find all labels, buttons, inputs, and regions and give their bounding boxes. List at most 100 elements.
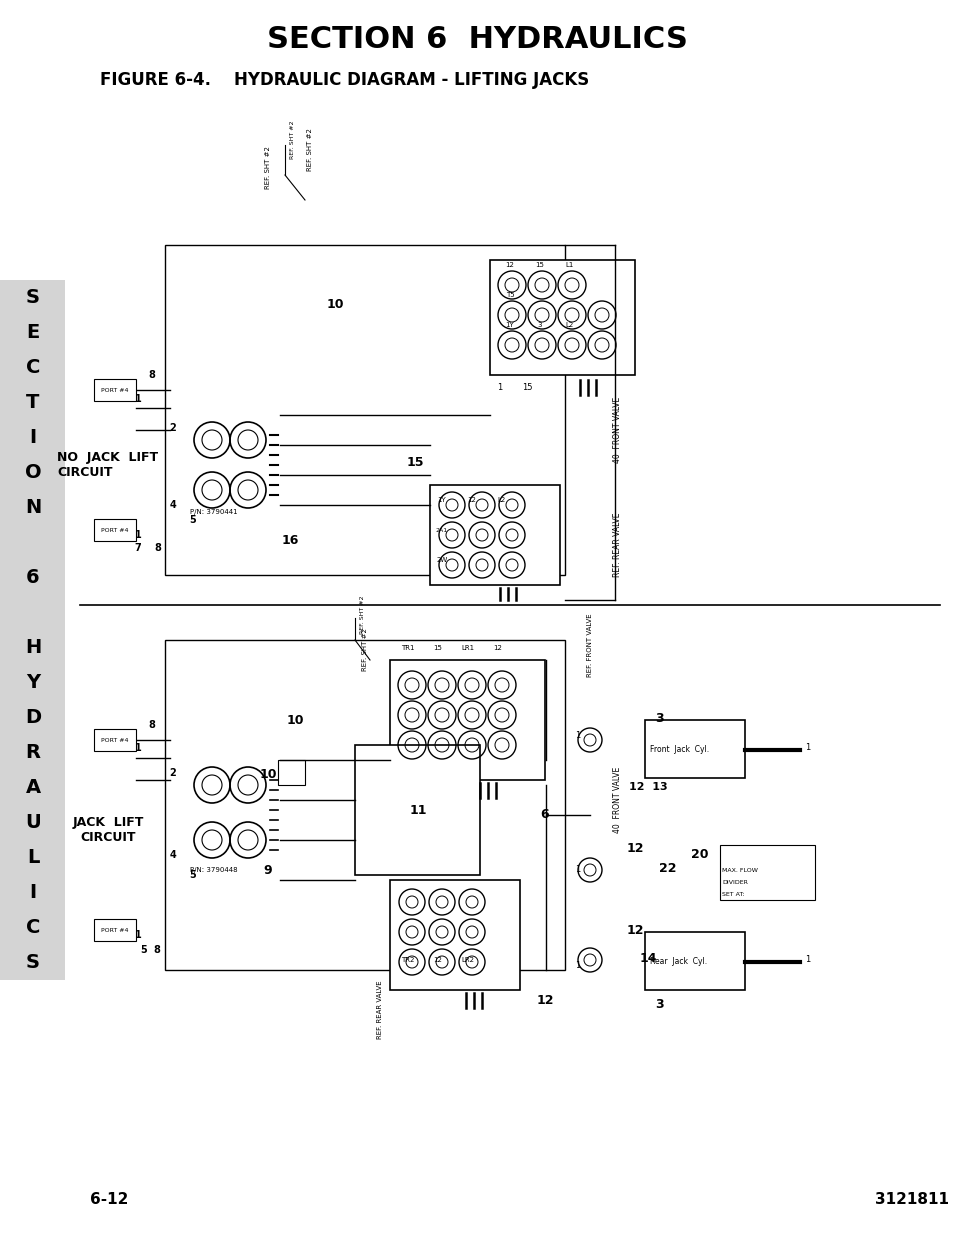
Text: 12: 12 [625,841,643,855]
Text: 40  FRONT VALVE: 40 FRONT VALVE [613,396,622,463]
Text: 1: 1 [575,961,580,969]
Bar [94,519,136,541]
Text: REF. SHT #2: REF. SHT #2 [307,128,313,172]
Text: LR1: LR1 [461,645,474,651]
Text: 6: 6 [26,568,40,587]
Text: 2: 2 [170,424,176,433]
Text: 20: 20 [691,848,708,862]
Text: 16: 16 [281,534,298,547]
Text: 1: 1 [575,730,580,740]
Bar [355,745,479,876]
Text: 3121811: 3121811 [874,1193,948,1208]
Text: 11: 11 [409,804,426,816]
Text: 15: 15 [535,262,544,268]
Text: I: I [30,883,36,902]
Text: 12: 12 [536,993,553,1007]
Text: 12: 12 [433,957,442,963]
Text: FIGURE 6-4.    HYDRAULIC DIAGRAM - LIFTING JACKS: FIGURE 6-4. HYDRAULIC DIAGRAM - LIFTING … [100,70,589,89]
Text: 2W: 2W [436,557,447,563]
Text: 1Y: 1Y [437,496,446,503]
Text: 12: 12 [625,924,643,936]
Text: 2: 2 [170,768,176,778]
Text: 15: 15 [406,457,423,469]
Text: S: S [26,288,40,308]
Text: 9: 9 [263,863,272,877]
Text: 15: 15 [521,384,532,393]
Text: 1: 1 [804,956,810,965]
Text: 4: 4 [170,500,176,510]
Text: 1: 1 [804,743,810,752]
Text: 1: 1 [134,930,141,940]
Bar [720,845,814,900]
Text: O: O [25,463,41,482]
Text: 12  13: 12 13 [628,782,666,792]
Text: I: I [30,429,36,447]
Text: L2: L2 [565,322,574,329]
Text: REF. SHT #2: REF. SHT #2 [359,595,365,635]
Text: 14: 14 [639,951,656,965]
Bar [644,932,744,990]
Text: PORT #4: PORT #4 [101,527,129,532]
Text: SECTION 6  HYDRAULICS: SECTION 6 HYDRAULICS [266,26,687,54]
Bar [94,919,136,941]
Text: 12: 12 [505,262,514,268]
Text: 1: 1 [497,384,502,393]
Text: 12: 12 [467,496,476,503]
Text: PORT #4: PORT #4 [101,927,129,932]
Text: P/N: 3790448: P/N: 3790448 [190,867,237,873]
Text: 10: 10 [326,299,343,311]
Text: C: C [26,358,40,377]
Text: REF. SHT #2: REF. SHT #2 [361,629,368,672]
Text: 3: 3 [537,322,541,329]
Bar [390,659,544,781]
Text: T5: T5 [505,291,514,298]
Text: Front  Jack  Cyl.: Front Jack Cyl. [649,746,708,755]
Bar [165,640,564,969]
Text: 2A1: 2A1 [436,527,448,532]
Text: 3: 3 [655,711,663,725]
Text: 1: 1 [134,394,141,404]
Text: 8: 8 [153,945,160,955]
Text: PORT #4: PORT #4 [101,737,129,742]
Text: L1: L1 [565,262,574,268]
Text: 1: 1 [575,866,580,874]
Text: 8: 8 [154,543,161,553]
Text: 4: 4 [170,850,176,860]
Text: REF. REAR VALVE: REF. REAR VALVE [613,513,622,577]
Text: 7: 7 [134,543,141,553]
Bar [644,720,744,778]
Text: C: C [26,918,40,937]
Text: JACK  LIFT
CIRCUIT: JACK LIFT CIRCUIT [72,816,144,844]
Text: 15: 15 [433,645,442,651]
Text: 1Y: 1Y [505,322,514,329]
Text: 12: 12 [493,645,502,651]
Text: 6: 6 [540,809,549,821]
Text: D: D [25,708,41,727]
Text: SET AT:: SET AT: [721,892,744,897]
Text: U: U [25,813,41,832]
Text: PORT #4: PORT #4 [101,388,129,393]
Text: 10: 10 [259,768,276,782]
Bar [94,729,136,751]
Text: 5: 5 [190,515,196,525]
Text: DIVIDER: DIVIDER [721,879,747,884]
Text: T: T [27,393,40,412]
Text: L2: L2 [497,496,506,503]
Text: N: N [25,498,41,517]
Text: 3: 3 [655,999,663,1011]
Text: H: H [25,638,41,657]
Text: 8: 8 [149,370,155,380]
Text: 22: 22 [659,862,676,874]
Text: R: R [26,743,40,762]
Text: LR2: LR2 [461,957,474,963]
Text: TR1: TR1 [401,645,415,651]
Text: E: E [27,324,40,342]
Text: 6-12: 6-12 [90,1193,129,1208]
Text: MAX. FLOW: MAX. FLOW [721,867,757,872]
Text: 10: 10 [286,714,303,726]
Text: REF. REAR VALVE: REF. REAR VALVE [376,981,382,1040]
Text: 1: 1 [134,530,141,540]
Bar [94,379,136,401]
Text: 5: 5 [190,869,196,881]
Text: L: L [27,848,39,867]
